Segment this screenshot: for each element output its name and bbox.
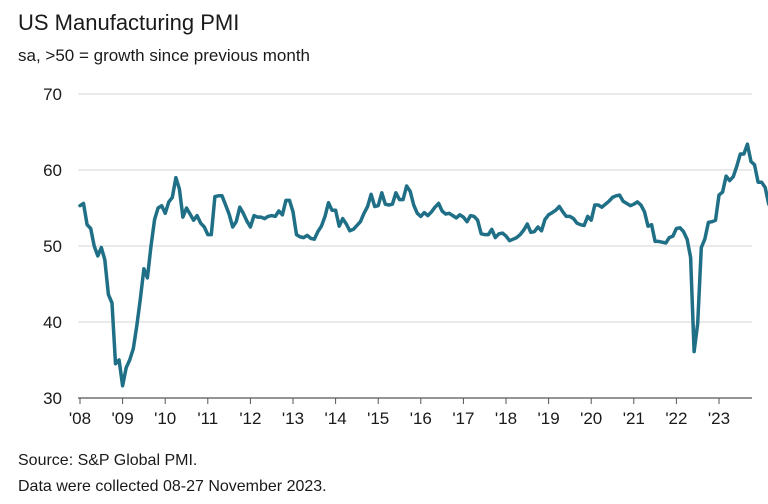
x-tick-label: '10 (154, 409, 176, 428)
x-tick-label: '08 (69, 409, 91, 428)
x-tick-label: '13 (282, 409, 304, 428)
x-tick-label: '22 (665, 409, 687, 428)
source-note: Source: S&P Global PMI. (18, 452, 198, 469)
x-tick-label: '14 (325, 409, 347, 428)
y-tick-label: 50 (43, 237, 62, 256)
x-tick-label: '17 (452, 409, 474, 428)
x-tick-label: '12 (239, 409, 261, 428)
x-tick-label: '19 (538, 409, 560, 428)
collection-note: Data were collected 08-27 November 2023. (18, 478, 327, 495)
y-tick-label: 30 (43, 389, 62, 408)
chart-title: US Manufacturing PMI (18, 10, 240, 35)
y-tick-label: 70 (43, 85, 62, 104)
x-tick-label: '21 (623, 409, 645, 428)
y-tick-label: 40 (43, 313, 62, 332)
x-tick-label: '20 (580, 409, 602, 428)
y-tick-label: 60 (43, 161, 62, 180)
x-tick-label: '16 (410, 409, 432, 428)
x-tick-label: '15 (367, 409, 389, 428)
x-tick-label: '18 (495, 409, 517, 428)
x-tick-label: '23 (708, 409, 730, 428)
chart-subtitle: sa, >50 = growth since previous month (18, 46, 310, 65)
series-line-pmi (78, 142, 768, 388)
x-tick-label: '11 (197, 409, 218, 428)
x-tick-label: '09 (112, 409, 134, 428)
